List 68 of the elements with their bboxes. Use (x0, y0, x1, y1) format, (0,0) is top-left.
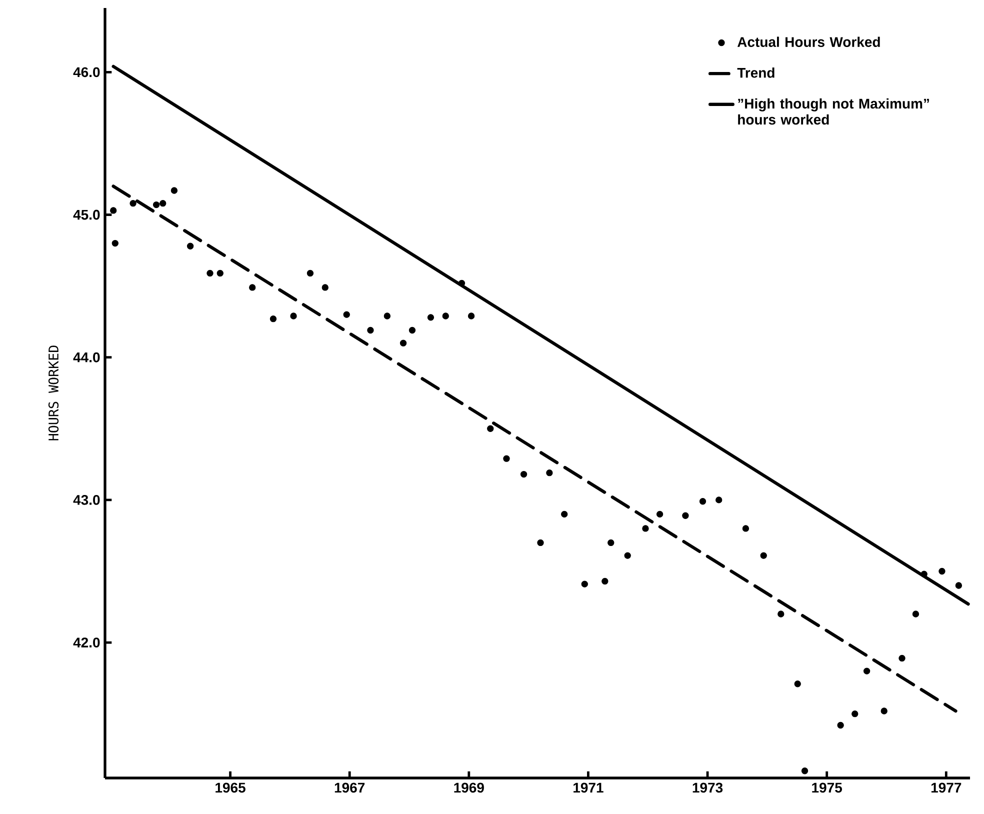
point (837, 722, 844, 729)
y-axis-title: HOURS WORKED (48, 346, 59, 440)
point (581, 580, 588, 588)
point (427, 314, 434, 321)
point (938, 568, 946, 575)
x-tick-label: 1969 (454, 782, 484, 793)
point (186, 242, 194, 250)
x-tick-label: 1971 (574, 782, 604, 793)
point (880, 708, 888, 714)
point (801, 768, 808, 774)
point (249, 284, 256, 291)
point (110, 207, 117, 214)
point (408, 326, 416, 334)
point (468, 312, 475, 320)
y-tick-label: 44.0 (73, 352, 100, 362)
point (367, 326, 374, 334)
point (170, 187, 178, 194)
legend-label: Actual Hours Worked (737, 36, 880, 47)
point (852, 710, 858, 718)
point (130, 200, 136, 207)
point (306, 270, 314, 277)
point (682, 512, 689, 519)
y-tick-label: 42.0 (73, 638, 100, 648)
point (778, 610, 784, 618)
point (384, 312, 391, 320)
point (546, 470, 553, 476)
point (537, 539, 544, 546)
point (520, 470, 528, 478)
point (216, 270, 224, 277)
point (206, 270, 214, 277)
point (290, 312, 297, 320)
point (624, 552, 631, 559)
point (920, 570, 928, 578)
point (112, 240, 118, 247)
legend-label: Trend (737, 68, 774, 78)
point (898, 654, 906, 662)
point (608, 539, 614, 546)
point (912, 610, 920, 618)
point (400, 340, 407, 346)
point (487, 425, 494, 432)
point (322, 284, 328, 291)
legend-label: ”High though not Maximum” hours worked (738, 98, 929, 125)
point (794, 680, 801, 688)
point (742, 525, 750, 532)
point (270, 316, 277, 322)
x-tick-label: 1973 (692, 782, 723, 793)
x-tick-label: 1965 (216, 782, 246, 793)
point (656, 510, 664, 518)
x-tick-label: 1977 (931, 782, 962, 793)
point (561, 510, 568, 518)
point (152, 201, 160, 208)
point (442, 312, 449, 320)
point (343, 311, 350, 318)
point (863, 668, 870, 674)
point (716, 496, 722, 504)
point (760, 552, 767, 559)
point (642, 525, 649, 532)
point (602, 578, 608, 585)
y-tick-label: 46.0 (73, 67, 100, 78)
point (458, 280, 466, 287)
point (955, 582, 962, 589)
point (699, 498, 706, 505)
point (160, 200, 166, 207)
y-tick-label: 45.0 (73, 210, 100, 220)
x-tick-label: 1967 (334, 782, 365, 793)
y-tick-label: 43.0 (73, 494, 100, 505)
point (503, 455, 510, 462)
x-tick-label: 1975 (812, 782, 842, 793)
